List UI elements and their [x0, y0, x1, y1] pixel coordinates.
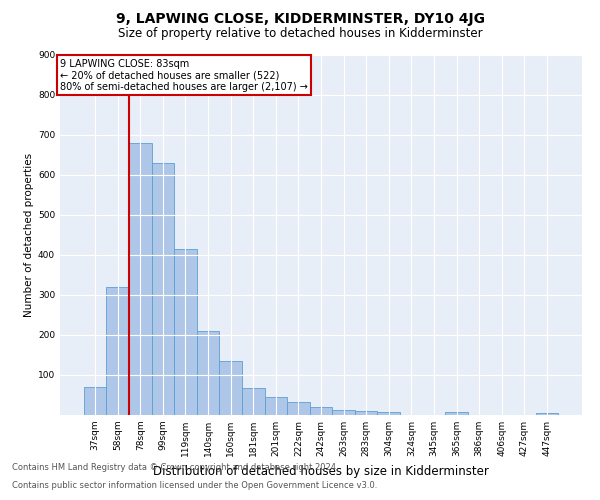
Text: 9, LAPWING CLOSE, KIDDERMINSTER, DY10 4JG: 9, LAPWING CLOSE, KIDDERMINSTER, DY10 4J…: [115, 12, 485, 26]
Bar: [355, 411, 377, 415]
Bar: [287, 402, 310, 415]
Bar: [377, 412, 400, 415]
Bar: [84, 387, 106, 415]
Bar: [242, 388, 265, 415]
Bar: [310, 407, 332, 415]
Bar: [265, 397, 287, 415]
Bar: [445, 412, 468, 415]
X-axis label: Distribution of detached houses by size in Kidderminster: Distribution of detached houses by size …: [153, 464, 489, 477]
Text: Size of property relative to detached houses in Kidderminster: Size of property relative to detached ho…: [118, 28, 482, 40]
Bar: [197, 331, 220, 415]
Y-axis label: Number of detached properties: Number of detached properties: [24, 153, 34, 317]
Bar: [536, 413, 558, 415]
Bar: [332, 410, 355, 415]
Text: Contains public sector information licensed under the Open Government Licence v3: Contains public sector information licen…: [12, 481, 377, 490]
Bar: [220, 361, 242, 415]
Bar: [129, 143, 152, 415]
Bar: [174, 249, 197, 415]
Bar: [106, 287, 129, 415]
Bar: [152, 163, 174, 415]
Text: Contains HM Land Registry data © Crown copyright and database right 2024.: Contains HM Land Registry data © Crown c…: [12, 464, 338, 472]
Text: 9 LAPWING CLOSE: 83sqm
← 20% of detached houses are smaller (522)
80% of semi-de: 9 LAPWING CLOSE: 83sqm ← 20% of detached…: [60, 58, 308, 92]
